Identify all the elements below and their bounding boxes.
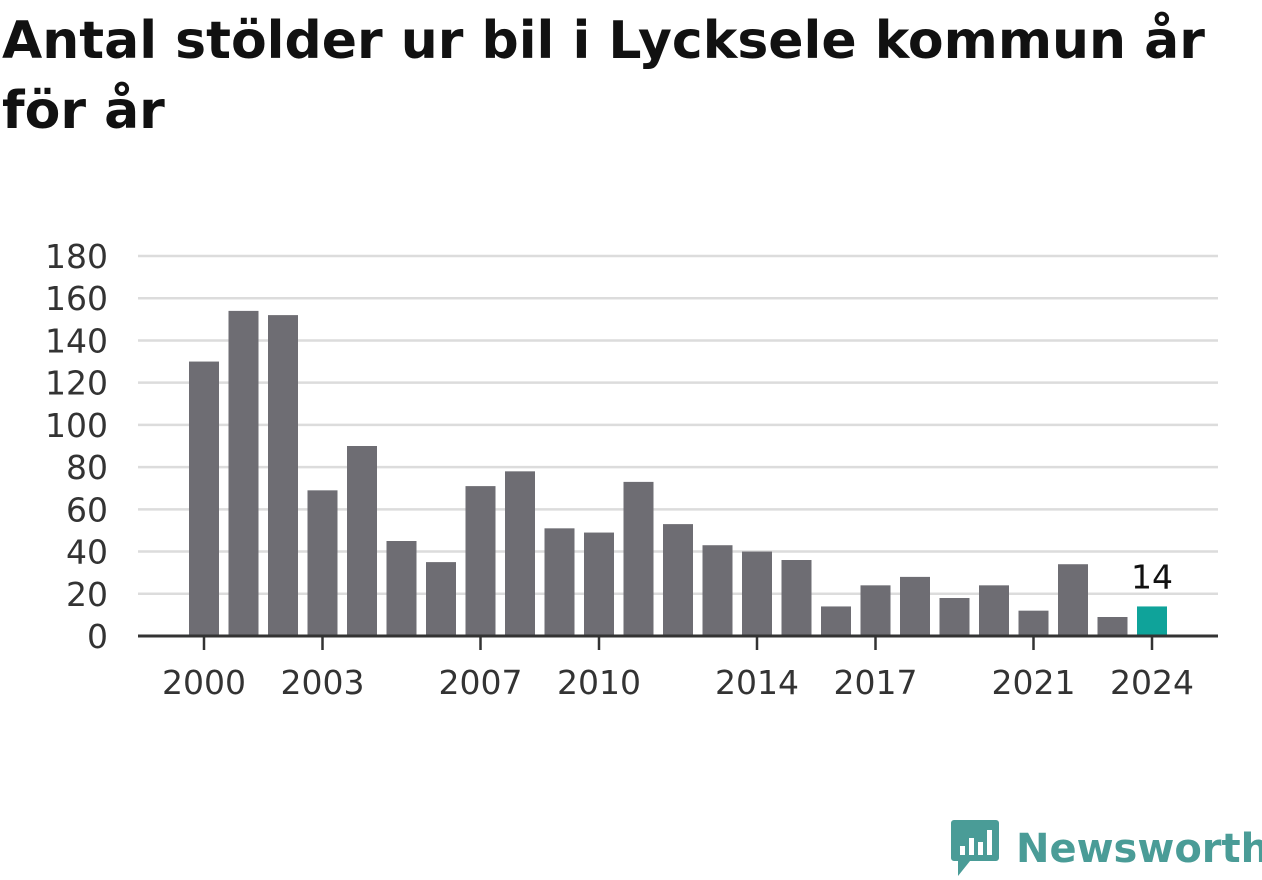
brand-logo: Newsworthy — [950, 818, 1262, 880]
bar-2022 — [1058, 564, 1088, 636]
bar-2001 — [228, 310, 259, 636]
x-axis — [138, 634, 1218, 650]
bar-2013 — [702, 545, 733, 636]
data-label-2024: 14 — [1131, 557, 1173, 596]
y-tick-label: 0 — [87, 617, 108, 656]
y-tick-label: 180 — [45, 237, 108, 276]
y-tick-label: 40 — [66, 533, 108, 572]
x-tick-label: 2000 — [162, 663, 246, 702]
y-tick-label: 140 — [45, 321, 108, 360]
gridlines — [138, 254, 1218, 596]
y-tick-label: 20 — [66, 575, 108, 614]
bar-2019 — [939, 598, 970, 636]
x-tick-label: 2014 — [715, 663, 799, 702]
bar-2017 — [860, 585, 891, 636]
x-tick-label: 2024 — [1110, 663, 1194, 702]
x-tick-label: 2017 — [834, 663, 918, 702]
x-tick-label: 2003 — [281, 663, 365, 702]
bar-2015 — [781, 560, 812, 636]
y-tick-label: 80 — [66, 448, 108, 487]
bar-2012 — [663, 524, 693, 636]
bar-2021 — [1018, 610, 1049, 636]
bars — [189, 310, 1167, 636]
bar-2016 — [821, 606, 851, 636]
bar-2008 — [505, 471, 535, 636]
bar-2002 — [268, 315, 298, 636]
newsworthy-logo-icon — [951, 820, 999, 876]
bar-2007 — [465, 486, 496, 636]
bar-2006 — [426, 562, 456, 636]
x-axis-tick-labels: 2000 2003 2007 2010 2014 2017 2021 2024 — [162, 663, 1194, 702]
data-labels: 14 — [1131, 557, 1173, 596]
x-tick-label: 2007 — [439, 663, 523, 702]
y-tick-label: 160 — [45, 279, 108, 318]
y-tick-label: 60 — [66, 490, 108, 529]
bar-2024 — [1137, 606, 1167, 636]
bar-2005 — [386, 541, 417, 636]
bar-2003 — [307, 490, 338, 636]
bar-2018 — [900, 576, 930, 636]
bar-2023 — [1097, 617, 1128, 636]
brand-name: Newsworthy — [1016, 826, 1262, 872]
bar-2009 — [544, 528, 575, 636]
bar-2011 — [623, 481, 654, 636]
y-tick-label: 100 — [45, 406, 108, 445]
bar-2020 — [979, 585, 1009, 636]
bar-2014 — [742, 551, 772, 636]
y-tick-label: 120 — [45, 364, 108, 403]
x-tick-label: 2021 — [992, 663, 1076, 702]
bar-2000 — [189, 361, 219, 636]
chart-title: Antal stölder ur bil i Lycksele kommun å… — [2, 11, 1205, 141]
x-tick-label: 2010 — [557, 663, 641, 702]
bar-2010 — [584, 532, 614, 636]
bar-2004 — [347, 446, 377, 636]
